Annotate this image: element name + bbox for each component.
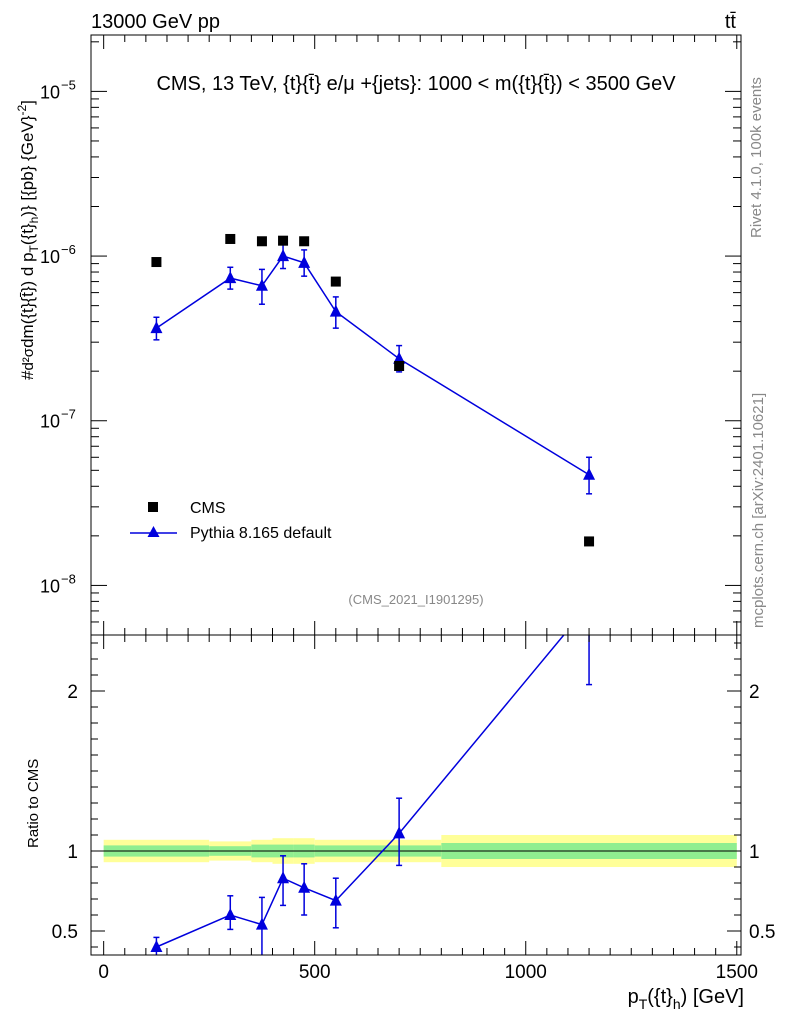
- ylabel-sup-exp: -2: [15, 105, 29, 116]
- cms-point: [151, 257, 162, 268]
- ratio-y-tick-label-right: 0.5: [749, 922, 775, 943]
- main-y-tick-exponent: −8: [61, 571, 76, 586]
- ylabel-units: )} [{pb} {GeV}: [18, 115, 37, 216]
- cms-point: [299, 236, 310, 247]
- x-tick-label: 1500: [716, 962, 758, 983]
- main-y-axis-label: #d²σdm({t}{t̄}) d pT({t}h)} [{pb} {GeV}-…: [15, 100, 41, 380]
- mc-point: [393, 351, 406, 364]
- mc-point: [224, 271, 237, 284]
- ratio-ticks: [91, 635, 741, 955]
- y-tick-base: 10: [40, 412, 60, 432]
- ratio-point: [583, 598, 595, 610]
- mc-point: [329, 304, 342, 317]
- ylabel-d2sigma: d²σ: [20, 347, 37, 370]
- mc-point: [150, 321, 163, 334]
- main-panel: 10−810−710−610−5 CMS, 13 TeV, {t}{t̄} e/…: [15, 34, 742, 636]
- ylabel-sub-h: h: [27, 217, 41, 224]
- cms-point: [330, 276, 341, 287]
- cms-point: [256, 236, 267, 247]
- header-left: 13000 GeV pp: [91, 11, 220, 33]
- ratio-point: [150, 940, 163, 952]
- ratio-y-tick-label-left: 1: [67, 842, 78, 863]
- main-y-tick-label: 10: [40, 247, 60, 267]
- xlabel-t: ({t}: [647, 986, 673, 1008]
- mc-point: [277, 249, 290, 262]
- main-y-tick-exponent: −6: [61, 242, 76, 257]
- ratio-point: [329, 893, 342, 906]
- main-y-tick-label: 10: [40, 82, 60, 102]
- header-right: tt̄: [725, 11, 737, 33]
- y-tick-base: 10: [40, 247, 60, 267]
- ratio-tick-labels: 0.5 0.5 1 1 2 2 0 500 1000 1500: [52, 682, 776, 983]
- cms-point: [584, 536, 595, 547]
- cms-point: [225, 233, 236, 244]
- cms-point: [394, 361, 405, 372]
- rivet-label: Rivet 4.1.0, 100k events: [748, 77, 765, 238]
- ratio-y-axis-label: Ratio to CMS: [25, 759, 42, 848]
- legend-cms-label: CMS: [190, 500, 226, 517]
- main-series: [150, 233, 596, 547]
- ratio-clip-group: [150, 598, 595, 955]
- legend-cms-marker: [148, 502, 158, 512]
- mc-point: [298, 255, 311, 268]
- mc-line: [156, 255, 590, 476]
- main-y-tick-label: 10: [40, 576, 60, 596]
- main-y-tick-exponent: −5: [61, 77, 76, 92]
- x-tick-label: 1000: [505, 962, 547, 983]
- ylabel-denominator: dm({t}{t̄}) d p: [18, 252, 37, 347]
- cms-point: [278, 235, 289, 246]
- xlabel-unit: ) [GeV]: [681, 986, 744, 1008]
- x-tick-label: 0: [98, 962, 109, 983]
- y-tick-base: 10: [40, 576, 60, 596]
- xlabel-sub-h: h: [673, 996, 681, 1012]
- ratio-y-tick-label-left: 0.5: [52, 922, 78, 943]
- ratio-y-tick-label-right: 2: [749, 682, 760, 703]
- legend-pythia-label: Pythia 8.165 default: [190, 525, 332, 542]
- ylabel-hash: #: [18, 370, 37, 380]
- ratio-point: [277, 871, 290, 884]
- ylabel-t-open: ({t}: [18, 223, 37, 245]
- ratio-point: [255, 917, 268, 930]
- x-axis-label: pT({t}h) [GeV]: [628, 986, 744, 1012]
- ratio-point: [298, 880, 311, 893]
- main-ticks: [91, 35, 741, 636]
- ratio-y-tick-label-right: 1: [749, 842, 760, 863]
- mc-point: [255, 278, 268, 291]
- legend: CMS Pythia 8.165 default: [130, 500, 332, 542]
- analysis-watermark: (CMS_2021_I1901295): [348, 592, 483, 607]
- x-tick-label: 500: [299, 962, 331, 983]
- ylabel-sub-T: T: [27, 244, 41, 252]
- ratio-series: [150, 598, 595, 955]
- main-frame: [90, 34, 742, 636]
- xlabel-sub-T: T: [639, 996, 648, 1012]
- main-title: CMS, 13 TeV, {t}{t̄} e/μ +{jets}: 1000 <…: [156, 73, 676, 95]
- mcplots-label: mcplots.cern.ch [arXiv:2401.10621]: [750, 393, 767, 628]
- mc-point: [583, 467, 596, 480]
- main-y-tick-labels: 10−810−710−610−5: [40, 77, 76, 596]
- main-y-tick-label: 10: [40, 412, 60, 432]
- ratio-panel: 0.5 0.5 1 1 2 2 0 500 1000 1500 Ratio to CMS pT({…: [25, 598, 776, 1012]
- main-y-tick-exponent: −7: [61, 407, 76, 422]
- y-tick-base: 10: [40, 82, 60, 102]
- xlabel-p: p: [628, 986, 639, 1008]
- ratio-frame: [90, 634, 742, 956]
- ratio-point: [393, 826, 406, 839]
- ylabel-close: ]: [18, 100, 37, 105]
- ratio-line: [156, 635, 565, 948]
- legend-pythia-marker: [147, 526, 160, 537]
- ratio-y-tick-label-left: 2: [67, 682, 78, 703]
- ratio-point: [224, 908, 237, 920]
